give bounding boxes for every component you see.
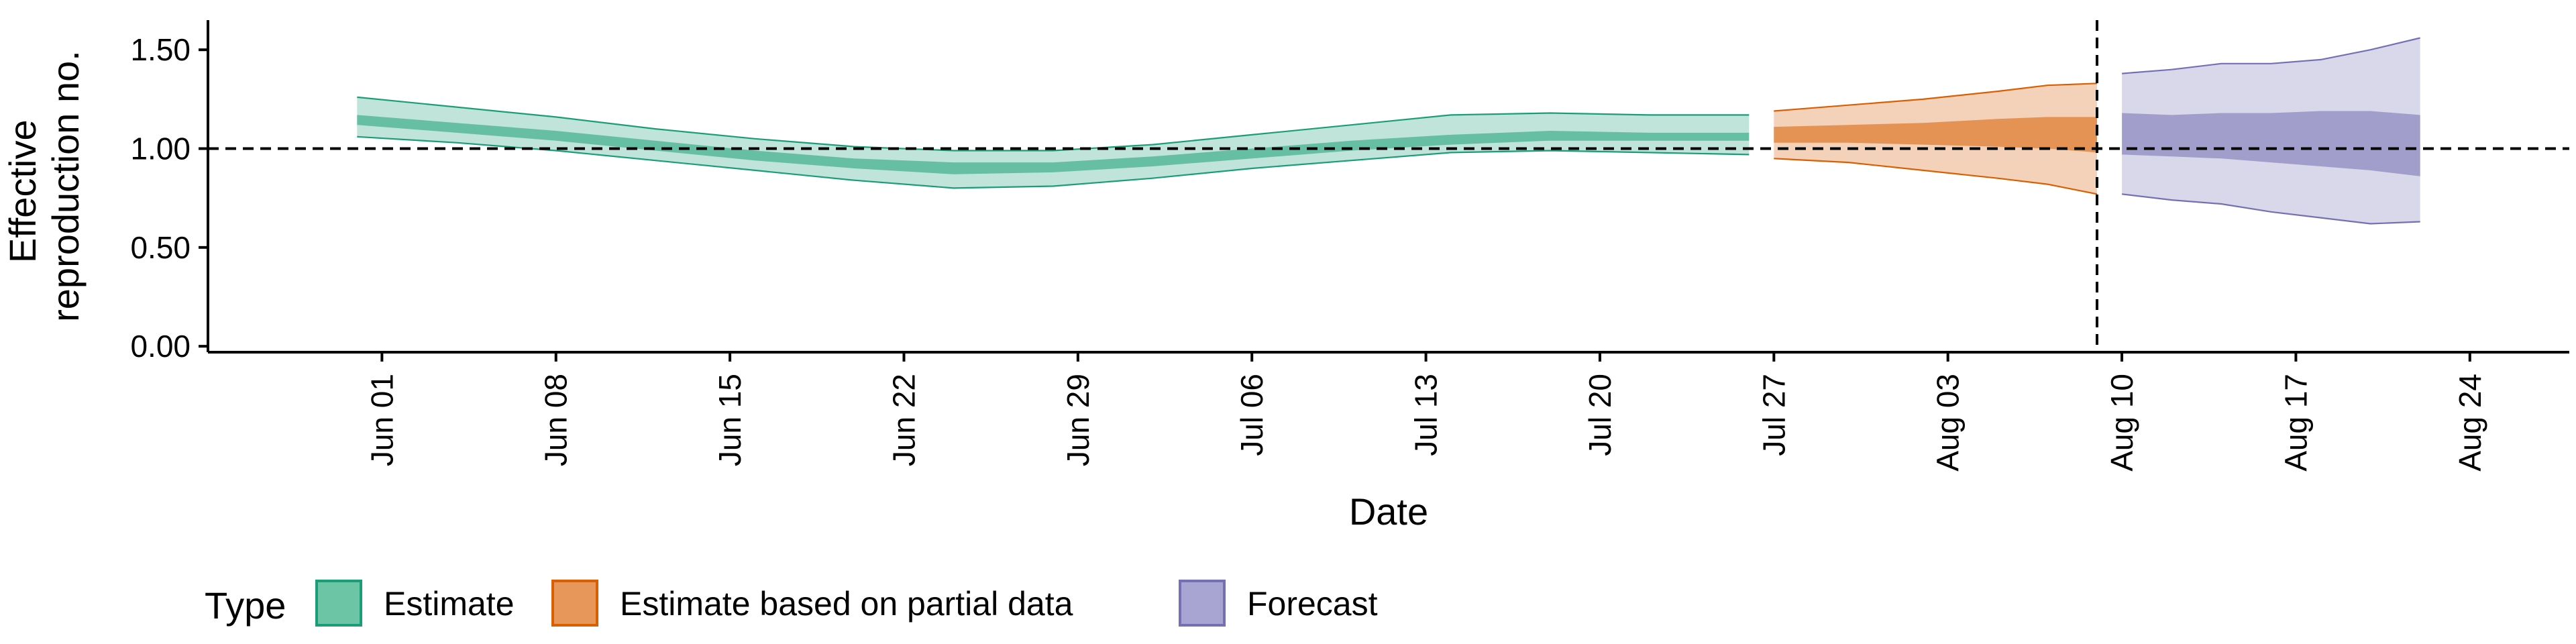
y-tick-label: 0.50 — [130, 230, 191, 265]
y-tick-label: 0.00 — [130, 329, 191, 364]
y-axis-title-line-2: reproduction no. — [44, 50, 87, 322]
series-3 — [2121, 37, 2420, 225]
series-1 — [357, 96, 1750, 189]
x-tick-label: Jun 01 — [364, 374, 399, 466]
legend-label-1: Estimate — [384, 585, 515, 623]
y-axis-title: Effective reproduction no. — [1, 50, 87, 322]
legend-items: Estimate Estimate based on partial data Fo… — [315, 580, 1378, 627]
x-tick-label: Jun 08 — [539, 374, 574, 466]
series-1-lower-edge — [357, 136, 1750, 189]
y-tick-label: 1.00 — [130, 131, 191, 166]
y-axis-ticks: 0.00 0.50 1.00 1.50 — [130, 32, 208, 364]
x-tick-label: Jul 20 — [1582, 374, 1617, 456]
legend-key-2 — [551, 580, 598, 627]
legend-item-1: Estimate — [315, 580, 515, 627]
series-2-inner-band — [1774, 117, 2097, 153]
legend-item-3: Forecast — [1179, 580, 1378, 627]
x-tick-label: Jul 13 — [1409, 374, 1444, 456]
y-axis-title-line-1: Effective — [1, 119, 44, 263]
x-axis-title: Date — [1349, 490, 1428, 533]
x-tick-label: Aug 10 — [2104, 374, 2139, 472]
series-2-upper-edge — [1774, 83, 2098, 112]
x-tick-label: Jun 29 — [1061, 374, 1095, 466]
series-1-inner-band — [357, 115, 1750, 174]
y-tick-label: 1.50 — [130, 32, 191, 67]
series-3-inner-band — [2122, 111, 2420, 176]
plot-area — [208, 20, 2569, 352]
series-1-upper-edge — [357, 96, 1750, 152]
legend: Type Estimate Estimate based on partial d… — [205, 580, 1378, 627]
x-tick-label: Jun 22 — [886, 374, 921, 466]
series-1-outer-band — [357, 97, 1750, 189]
series-3-lower-edge — [2121, 193, 2420, 225]
x-tick-label: Jul 06 — [1234, 374, 1269, 456]
series-2 — [1774, 83, 2098, 195]
legend-item-2: Estimate based on partial data — [551, 580, 1073, 627]
x-tick-label: Aug 24 — [2453, 374, 2487, 472]
x-tick-label: Aug 03 — [1931, 374, 1966, 472]
x-tick-label: Jul 27 — [1756, 374, 1791, 456]
legend-title: Type — [205, 584, 286, 627]
x-tick-label: Jun 15 — [712, 374, 747, 466]
x-tick-label: Aug 17 — [2278, 374, 2313, 472]
x-axis-ticks: Jun 01 Jun 08 Jun 15 Jun 22 Jun 29 Jul 06 Jul … — [364, 352, 2487, 472]
legend-key-3 — [1179, 580, 1226, 627]
legend-label-2: Estimate based on partial data — [620, 585, 1073, 623]
legend-key-1 — [315, 580, 362, 627]
legend-label-3: Forecast — [1247, 585, 1378, 623]
axes — [207, 20, 2569, 354]
series-2-lower-edge — [1774, 158, 2098, 195]
series-3-upper-edge — [2122, 37, 2420, 74]
